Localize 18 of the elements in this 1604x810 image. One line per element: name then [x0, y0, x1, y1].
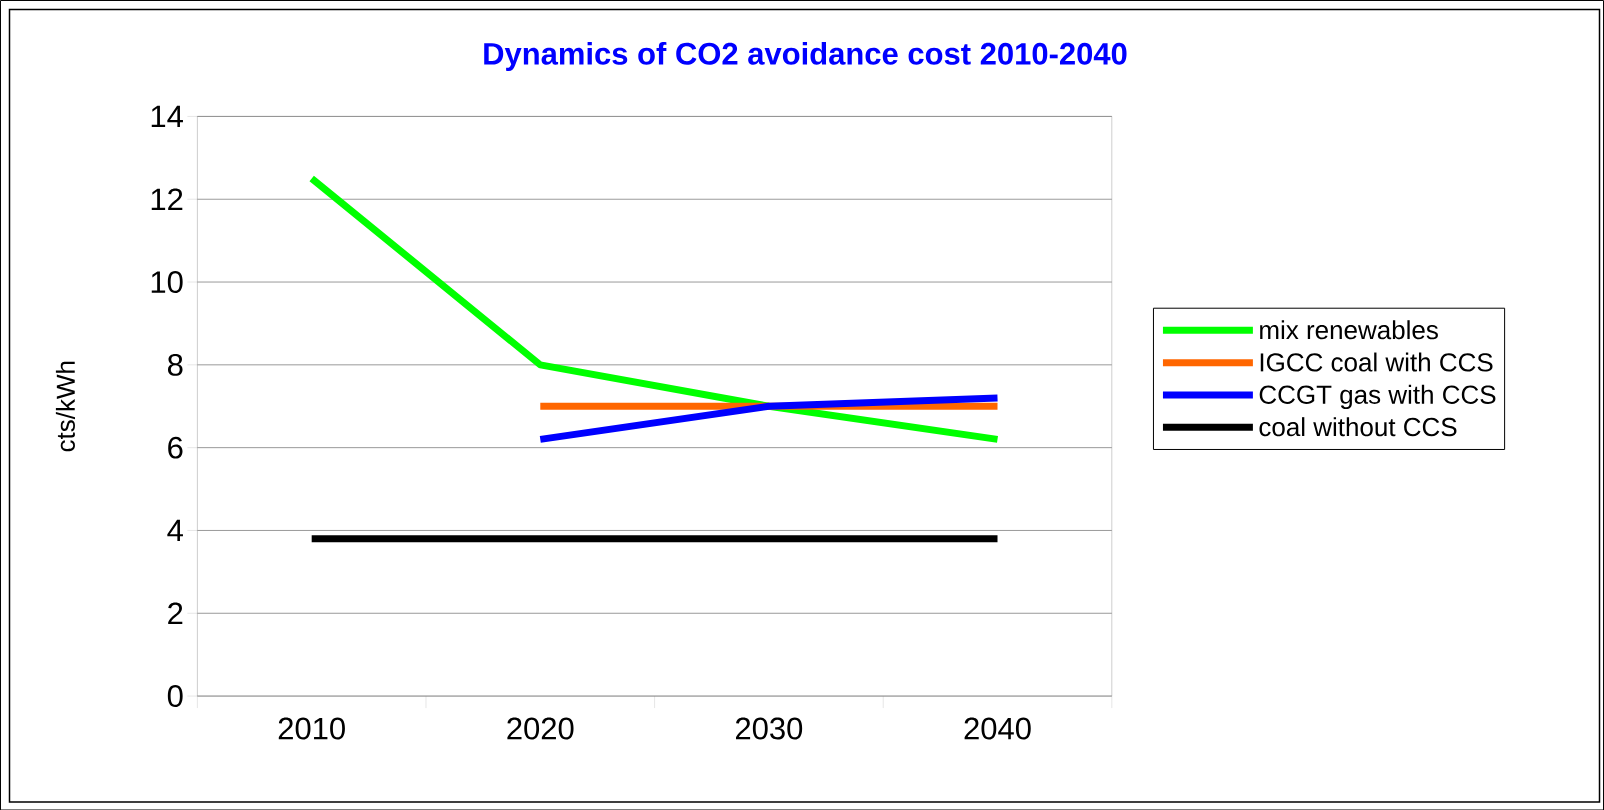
legend-label: coal without CCS — [1259, 416, 1457, 437]
y-tick-label: 4 — [167, 519, 183, 541]
legend-label: IGCC coal with CCS — [1260, 352, 1493, 372]
y-tick-label: 8 — [167, 353, 183, 376]
x-tick-label: 2030 — [735, 717, 803, 740]
x-tick-label: 2010 — [278, 717, 345, 740]
y-tick-label: 10 — [151, 270, 183, 293]
y-tick-label: 14 — [151, 105, 183, 127]
x-tick-label: 2040 — [964, 717, 1031, 740]
chart-title: Dynamics of CO2 avoidance cost 2010-2040 — [484, 41, 1127, 71]
y-axis-title: cts/kWh — [55, 361, 75, 452]
y-tick-label: 0 — [167, 684, 183, 707]
y-tick-label: 12 — [151, 188, 183, 210]
y-tick-label: 6 — [168, 436, 183, 459]
x-tick-label: 2020 — [507, 717, 574, 740]
y-tick-label: 2 — [168, 602, 183, 624]
legend-label: mix renewables — [1260, 319, 1438, 340]
legend-label: CCGT gas with CCS — [1259, 384, 1496, 409]
